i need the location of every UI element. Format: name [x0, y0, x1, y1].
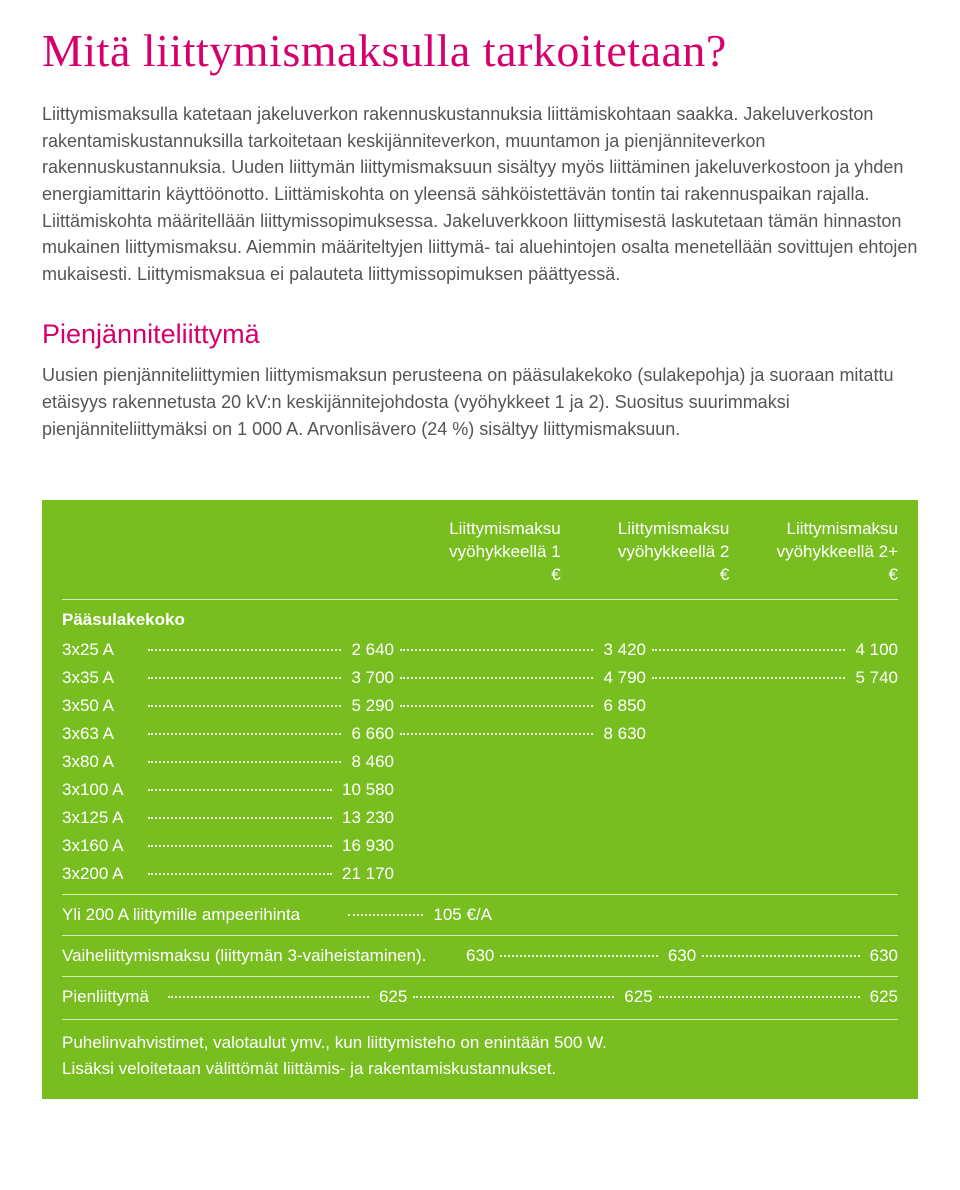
table-row-over200: Yli 200 A liittymille ampeerihinta 105 €… — [62, 894, 898, 929]
table-row: 3x25 A 2 640 3 420 4 100 — [62, 636, 898, 664]
table-row: 3x63 A 6 660 8 630 0 — [62, 720, 898, 748]
table-row: 3x160 A 16 930 0 0 — [62, 832, 898, 860]
table-header-col2: Liittymismaksu vyöhykkeellä 2 € — [561, 518, 730, 587]
table-row-pienliittyma: Pienliittymä 625 625 625 — [62, 976, 898, 1011]
table-note: Puhelinvahvistimet, valotaulut ymv., kun… — [62, 1019, 898, 1081]
table-header-col3: Liittymismaksu vyöhykkeellä 2+ € — [729, 518, 898, 587]
table-row: 3x50 A 5 290 6 850 0 — [62, 692, 898, 720]
section-heading-pienjannite: Pienjänniteliittymä — [42, 319, 918, 350]
intro-paragraph: Liittymismaksulla katetaan jakeluverkon … — [42, 101, 918, 287]
page-title: Mitä liittymismaksulla tarkoitetaan? — [42, 24, 918, 77]
table-section-paasulakekoko: Pääsulakekoko — [62, 599, 898, 636]
table-row: 3x35 A 3 700 4 790 5 740 — [62, 664, 898, 692]
section-paragraph: Uusien pienjänniteliittymien liittymisma… — [42, 362, 918, 442]
price-table: Liittymismaksu vyöhykkeellä 1 € Liittymi… — [42, 500, 918, 1099]
table-row: 3x80 A 8 460 0 0 — [62, 748, 898, 776]
table-row: 3x100 A 10 580 0 0 — [62, 776, 898, 804]
table-header-row: Liittymismaksu vyöhykkeellä 1 € Liittymi… — [62, 518, 898, 595]
table-row-vaihe: Vaiheliittymismaksu (liittymän 3-vaiheis… — [62, 935, 898, 970]
table-row: 3x125 A 13 230 0 0 — [62, 804, 898, 832]
table-row: 3x200 A 21 170 0 0 — [62, 860, 898, 888]
table-header-col1: Liittymismaksu vyöhykkeellä 1 € — [392, 518, 561, 587]
